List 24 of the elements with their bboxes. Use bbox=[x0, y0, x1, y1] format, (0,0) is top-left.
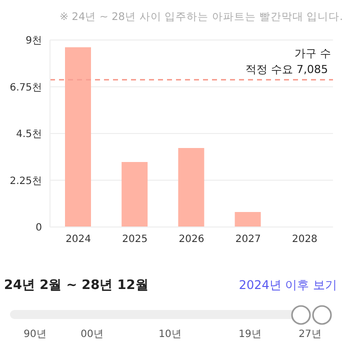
text: 10년 bbox=[158, 328, 182, 341]
bar bbox=[122, 162, 148, 227]
bar bbox=[65, 47, 91, 227]
text: 00년 bbox=[80, 328, 104, 341]
bar bbox=[178, 148, 204, 227]
x-tick-label: 2027 bbox=[235, 234, 261, 246]
x-tick-label: 2026 bbox=[178, 234, 204, 246]
y-tick-label: 2.25천 bbox=[10, 176, 42, 187]
ref-line-label: 적정 수요 7,085 bbox=[246, 62, 328, 76]
y-axis-title: 가구 수 bbox=[294, 46, 331, 61]
y-tick-label: 9천 bbox=[26, 36, 42, 47]
text: 2024년 이후 보기 bbox=[238, 277, 337, 294]
y-tick-label: 6.75천 bbox=[10, 82, 42, 94]
x-tick-label: 2025 bbox=[122, 234, 148, 246]
text: ※ 24년 ~ 28년 사이 입주하는 아파트는 빨간막대 입니다. bbox=[60, 10, 343, 24]
text: 27년 bbox=[298, 328, 322, 341]
text: 90년 bbox=[24, 328, 46, 341]
x-tick-label: 2028 bbox=[292, 234, 318, 246]
text: 24년 2월 ~ 28년 12월 bbox=[4, 277, 148, 294]
text: 19년 bbox=[238, 328, 262, 341]
y-tick-label: 4.5천 bbox=[16, 129, 42, 140]
x-tick-label: 2024 bbox=[66, 234, 92, 246]
bar bbox=[234, 212, 261, 227]
y-tick-label: 0 bbox=[36, 222, 42, 234]
